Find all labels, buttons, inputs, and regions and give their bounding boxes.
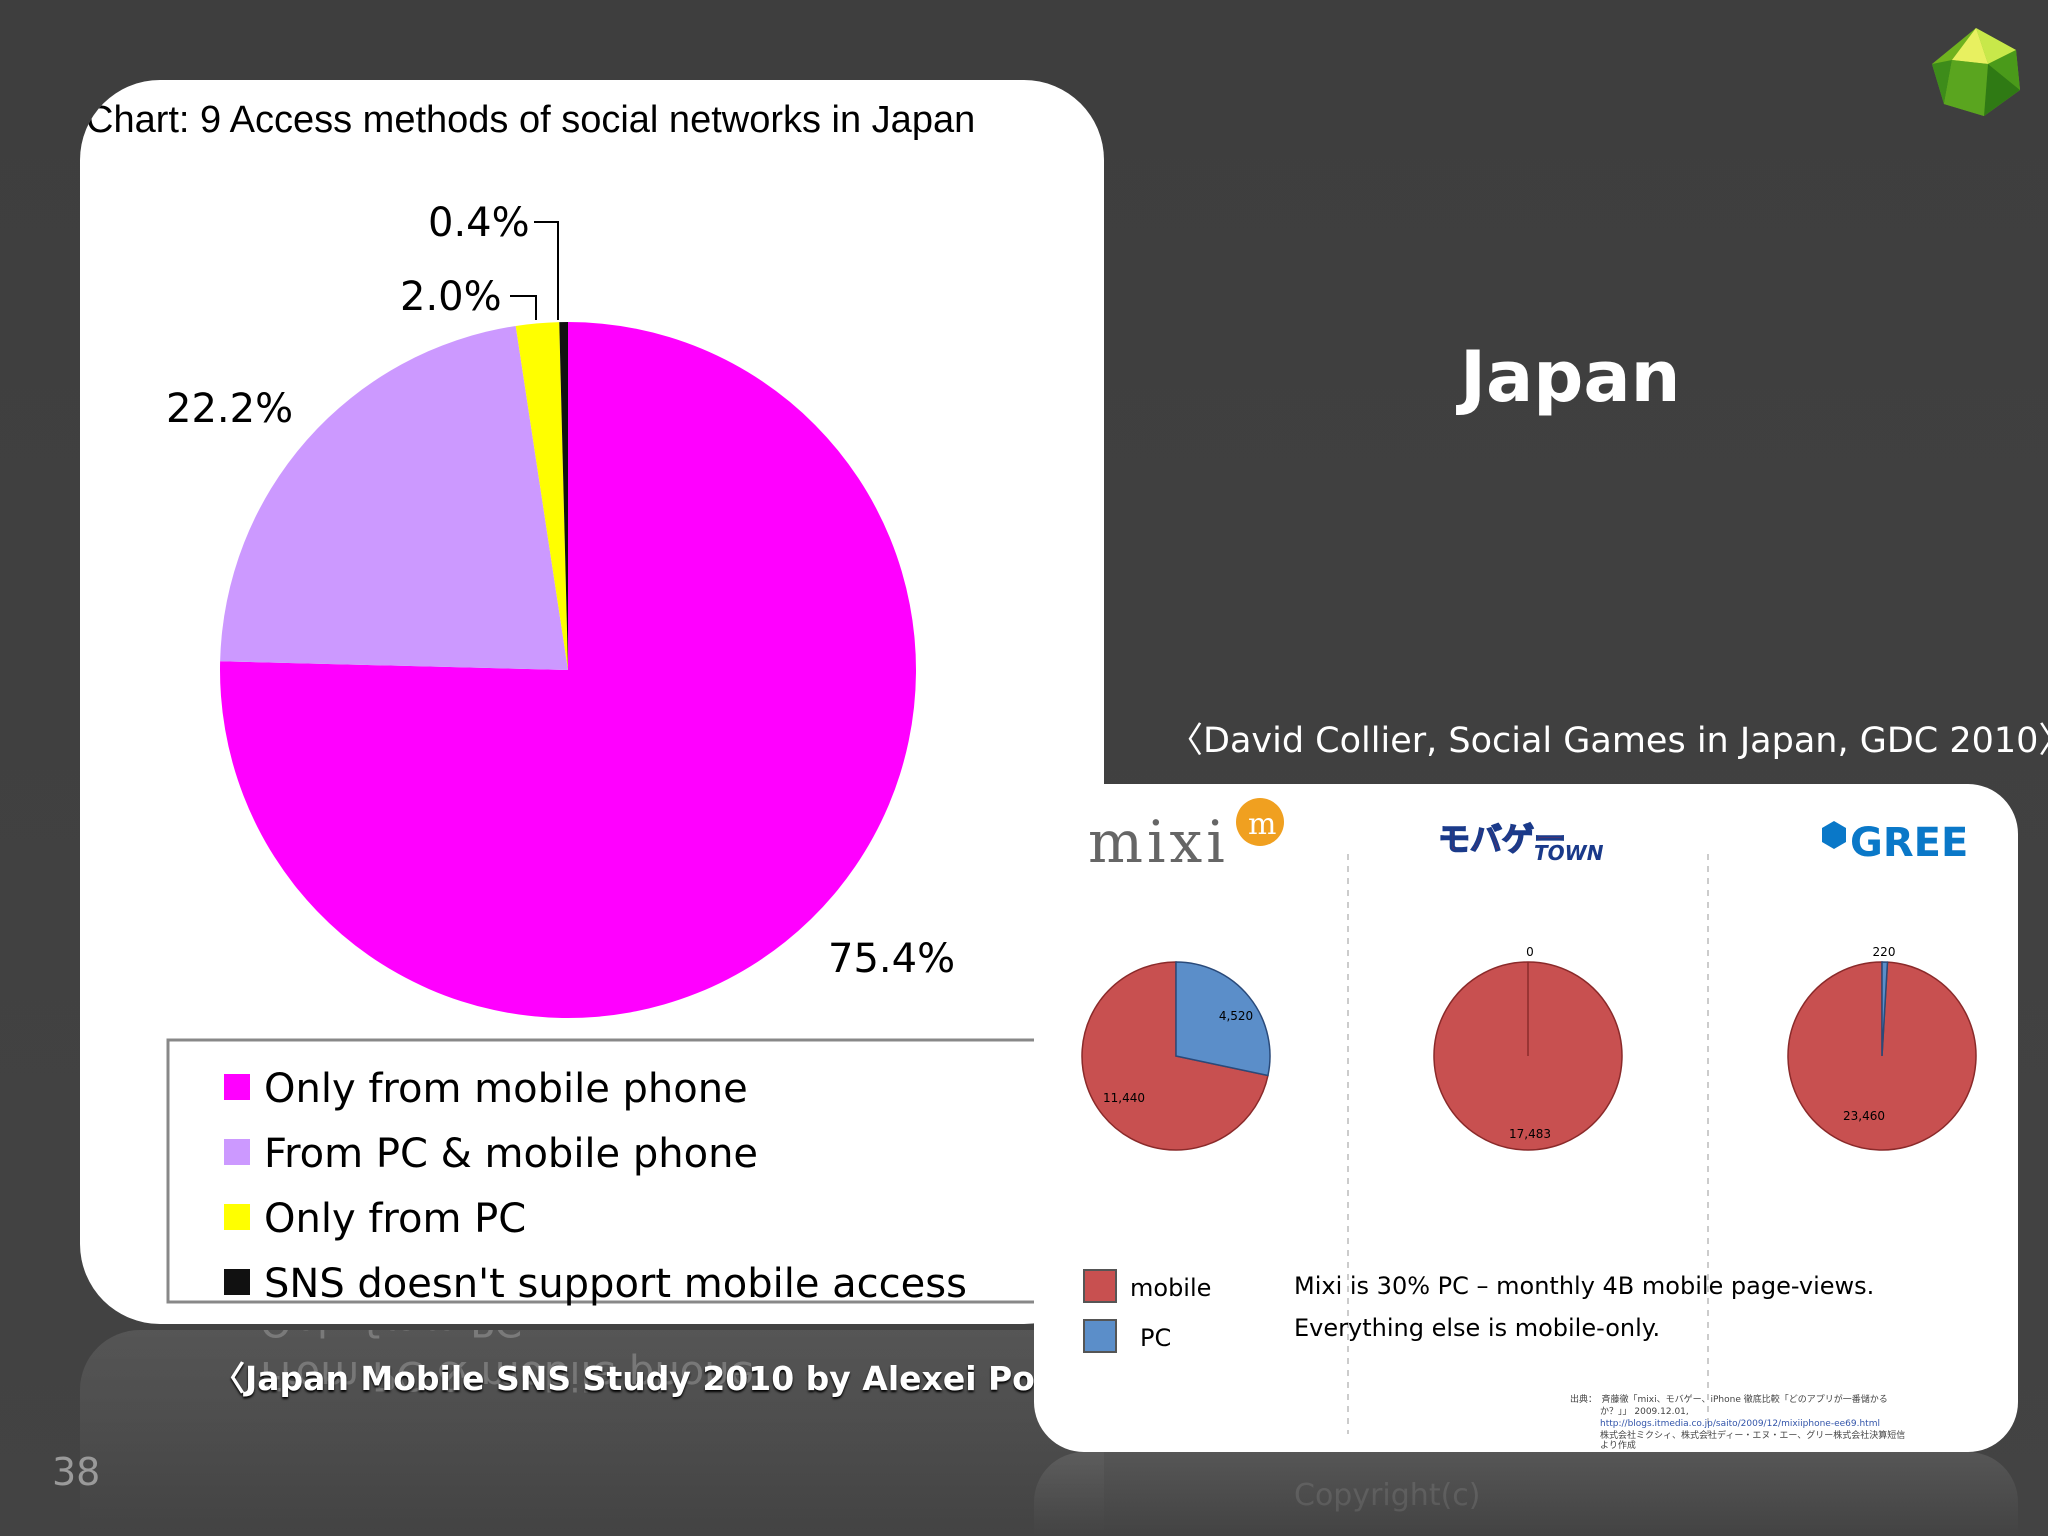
- data-label-mobile: 23,460: [1843, 1109, 1885, 1123]
- legend-label-sns-doesn-t-support-mobile-access: SNS doesn't support mobile access: [264, 1261, 967, 1307]
- note-line-2: Everything else is mobile-only.: [1294, 1314, 1660, 1342]
- mobage-wordmark: モバゲー: [1438, 820, 1566, 858]
- legend-swatch-sns-doesn-t-support-mobile-access: [224, 1269, 250, 1295]
- mobage-town-text: TOWN: [1534, 841, 1604, 865]
- mixi-badge-icon: [1236, 798, 1284, 846]
- legend-label-only-from-pc: Only from PC: [264, 1196, 526, 1242]
- pie-slice-only-from-pc: [515, 322, 568, 670]
- reflection-copyright: Copyright(c): [1294, 1478, 1481, 1513]
- chart-legend: [166, 1038, 1048, 1304]
- pie-slice-only-from-mobile-phone: [220, 322, 917, 1018]
- legend-swatch-pc: [1083, 1319, 1117, 1353]
- slice-label-sns-no-mobile: 0.4%: [428, 200, 530, 246]
- pie-slice-pc: [1175, 961, 1271, 1077]
- gree-hexagon-icon: [1822, 821, 1846, 849]
- legend-swatch-only-from-mobile-phone: [224, 1074, 250, 1100]
- legend-swatch-only-from-pc: [224, 1204, 250, 1230]
- legend-label-only-from-mobile-phone: Only from mobile phone: [264, 1066, 748, 1112]
- data-label-mobile: 11,440: [1103, 1091, 1145, 1105]
- pie-slice-sns-doesn-t-support-mobile-access: [559, 322, 568, 670]
- data-label-pc: 4,520: [1219, 1009, 1253, 1023]
- sns-comparison-card: mixi m モバゲー TOWN GREE 4,520 11,440 0 17,483…: [1034, 784, 2018, 1452]
- citation-collier: 〈David Collier, Social Games in Japan, G…: [1168, 721, 2048, 761]
- chart-title: Chart: 9 Access methods of social networ…: [86, 99, 975, 141]
- slice-label-mobile-only: 75.4%: [828, 936, 955, 982]
- source-link[interactable]: http://blogs.itmedia.co.jp/saito/2009/12…: [1600, 1419, 1880, 1429]
- data-label-pc: 0: [1526, 945, 1534, 959]
- pie-slice-mobile: [1081, 961, 1269, 1151]
- slice-label-pc-only: 2.0%: [400, 274, 502, 320]
- leader-line-0.4: [534, 221, 559, 320]
- legend-label-mobile: mobile: [1130, 1274, 1211, 1302]
- legend-swatch-mobile: [1083, 1269, 1117, 1303]
- legend-swatch-from-pc-mobile-phone: [224, 1139, 250, 1165]
- leader-line-2.0: [510, 295, 537, 320]
- sns-comparison-charts: mixi m モバゲー TOWN GREE 4,520 11,440 0 17,483…: [1081, 798, 1977, 1451]
- mixi-logo: mixi m: [1088, 798, 1284, 876]
- mixi-badge-letter: m: [1248, 807, 1276, 842]
- mixi-wordmark: mixi: [1088, 808, 1229, 876]
- citation-poliakov: 〈Japan Mobile SNS Study 2010 by Alexei P…: [212, 1359, 1178, 1398]
- access-methods-chart: Chart: 9 Access methods of social networ…: [86, 99, 1048, 1307]
- gree-wordmark: GREE: [1850, 820, 1968, 866]
- source-line-1: 出典： 斉藤徹「mixi、モバゲー、iPhone 徹底比較「どのアプリが一番儲か…: [1570, 1393, 1888, 1405]
- source-line-4: 株式会社ミクシィ、株式会社ディー・エヌ・エー、グリー株式会社決算短信: [1600, 1429, 1905, 1441]
- right-card-reflection: Copyright(c): [1034, 1452, 2018, 1536]
- pie-slice-pc: [1881, 961, 1889, 1057]
- source-line-2: か？」」 2009.12.01,: [1600, 1406, 1689, 1417]
- page-number: 38: [52, 1450, 101, 1494]
- legend-label-from-pc-mobile-phone: From PC & mobile phone: [264, 1131, 758, 1177]
- reflection-line-2: Only from PC: [260, 1330, 1104, 1344]
- gree-logo: GREE: [1822, 820, 1968, 866]
- pie--1: 0 17,483: [1433, 945, 1623, 1151]
- left-card-reflection: From PC & mobile phone Only from PC: [80, 1330, 1104, 1536]
- legend-label-pc: PC: [1140, 1324, 1171, 1352]
- source-line-5: より作成: [1600, 1439, 1636, 1451]
- access-methods-chart-card: Chart: 9 Access methods of social networ…: [80, 80, 1104, 1324]
- slide-title: Japan: [1460, 336, 1681, 418]
- gem-logo-icon: [1932, 28, 2020, 116]
- pie-mixi-0: 4,520 11,440: [1081, 961, 1271, 1151]
- pie-slice-from-pc-mobile-phone: [220, 325, 568, 670]
- mobage-town-logo: モバゲー TOWN: [1437, 819, 1604, 865]
- pie-gree-2: 220 23,460: [1787, 945, 1977, 1151]
- data-label-pc: 220: [1873, 945, 1896, 959]
- data-label-mobile: 17,483: [1509, 1127, 1551, 1141]
- slice-label-pc-and-mobile: 22.2%: [166, 386, 293, 432]
- note-line-1: Mixi is 30% PC – monthly 4B mobile page-…: [1294, 1272, 1874, 1300]
